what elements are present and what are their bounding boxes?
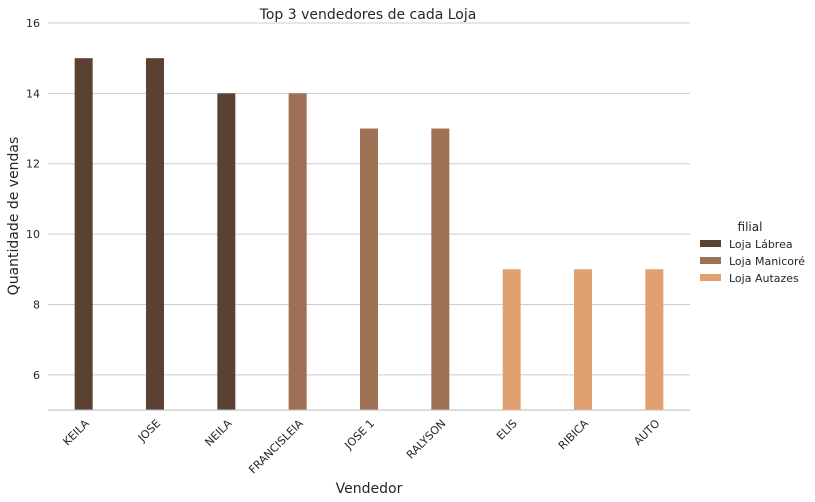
x-tick-label: KEILA <box>60 417 92 449</box>
x-tick-label: JOSE 1 <box>342 417 378 453</box>
x-tick-label: AUTO <box>631 417 662 448</box>
x-axis-label: Vendedor <box>336 481 403 497</box>
y-tick-label: 8 <box>33 298 40 311</box>
legend-label: Loja Manicoré <box>729 255 805 268</box>
y-tick-label: 12 <box>26 158 40 171</box>
bar <box>217 93 236 410</box>
bar <box>146 58 164 410</box>
y-tick-labels: 6 8 10 12 14 16 <box>26 17 40 382</box>
x-tick-label: RIBICA <box>556 417 592 453</box>
x-tick-label: RALYSON <box>404 417 449 462</box>
y-tick-label: 14 <box>26 87 40 100</box>
y-tick-label: 6 <box>33 369 40 382</box>
y-tick-label: 10 <box>26 228 40 241</box>
bar <box>645 269 664 410</box>
x-tick-label: NEILA <box>202 417 234 449</box>
bars-group <box>74 58 664 410</box>
bar <box>574 269 592 410</box>
x-tick-label: ELIS <box>494 417 520 443</box>
y-axis-label: Quantidade de vendas <box>6 137 22 296</box>
legend-swatch <box>700 240 721 247</box>
legend-label: Loja Autazes <box>729 272 799 285</box>
x-tick-label: JOSE <box>135 417 163 445</box>
chart-title: Top 3 vendedores de cada Loja <box>259 7 477 23</box>
legend-title: filial <box>738 220 763 234</box>
x-tick-label: FRANCISLEIA <box>246 417 306 477</box>
legend-label: Loja Lábrea <box>729 238 793 251</box>
bar <box>74 58 93 410</box>
legend: filial Loja Lábrea Loja Manicoré Loja Auta… <box>700 220 805 285</box>
legend-swatch <box>700 274 721 281</box>
legend-swatch <box>700 257 721 264</box>
y-tick-label: 16 <box>26 17 40 30</box>
bar <box>502 269 521 410</box>
bar <box>431 128 450 410</box>
bar <box>360 128 378 410</box>
x-tick-labels: KEILA JOSE NEILA FRANCISLEIA JOSE 1 RALYSON EL… <box>60 417 662 477</box>
bar <box>288 93 307 410</box>
